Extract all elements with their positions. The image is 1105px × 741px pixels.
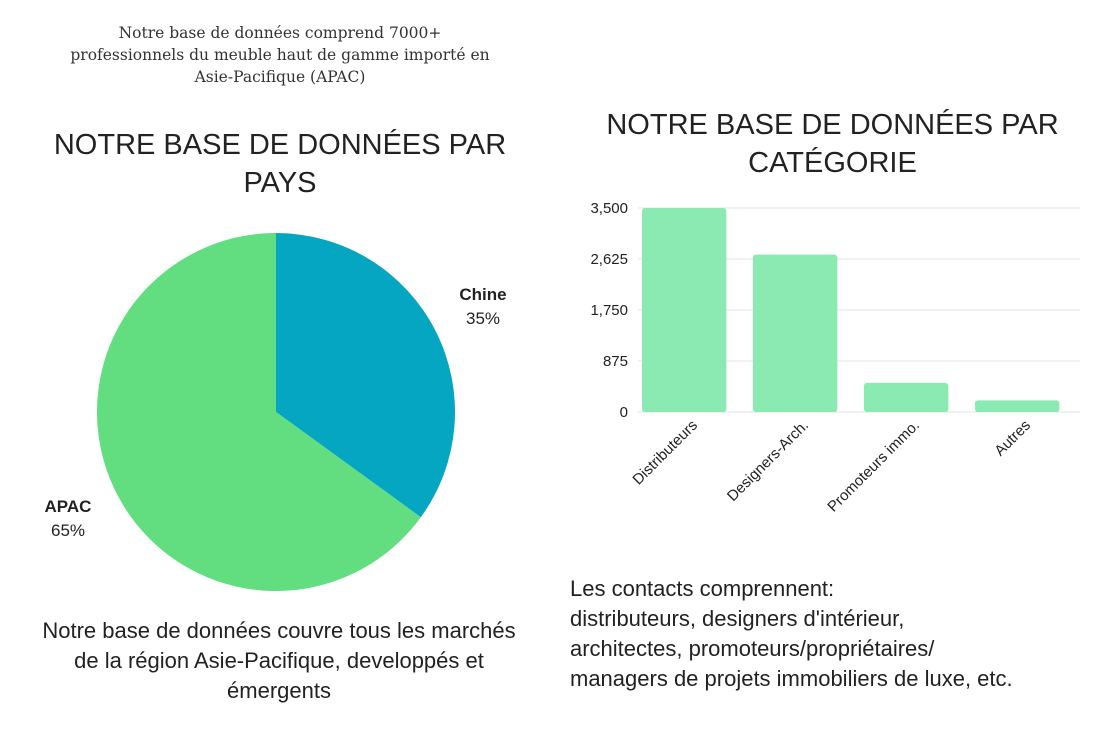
bar-note: Les contacts comprennent: distributeurs,…: [570, 574, 1100, 694]
bar-title-line: CATÉGORIE: [748, 147, 917, 179]
bar-promoteurs-immo-: [864, 382, 949, 412]
pie-value-apac: 65%: [51, 521, 85, 540]
bar-note-line: distributeurs, designers d'intérieur,: [570, 606, 905, 631]
pie-chart-title: NOTRE BASE DE DONNÉES PAR PAYS: [30, 126, 530, 202]
bar-note-line: architectes, promoteurs/propriétaires/: [570, 636, 935, 661]
header-line: professionnels du meuble haut de gamme i…: [70, 46, 490, 64]
y-tick-label: 3,500: [590, 200, 628, 217]
pie-title-line: NOTRE BASE DE DONNÉES PAR: [53, 129, 507, 161]
bar-note-line: Les contacts comprennent:: [570, 576, 835, 601]
header-line: Notre base de données comprend 7000+: [118, 24, 442, 42]
pie-note-line: émergents: [227, 678, 331, 703]
bar-chart-title: NOTRE BASE DE DONNÉES PAR CATÉGORIE: [575, 106, 1090, 182]
pie-slice-chine: [276, 233, 455, 518]
bar-chart: 0 875 1,750 2,625 3,500 Distributeurs Designer…: [590, 200, 1080, 516]
pie-note-line: de la région Asie-Pacifique, developpés …: [74, 648, 484, 673]
bar-autres: [975, 400, 1060, 412]
pie-label-apac: APAC: [45, 497, 92, 516]
pie-title-line: PAYS: [243, 167, 317, 199]
header-text: Notre base de données comprend 7000+ pro…: [30, 22, 530, 88]
bar-distributeurs: [642, 208, 727, 412]
bar-note-line: managers de projets immobiliers de luxe,…: [570, 666, 1013, 691]
pie-note: Notre base de données couvre tous les ma…: [5, 616, 553, 706]
header-line: Asie-Pacifique (APAC): [194, 68, 366, 86]
y-tick-label: 0: [620, 404, 628, 421]
pie-note-line: Notre base de données couvre tous les ma…: [42, 618, 516, 643]
pie-slice-apac: [96, 233, 421, 591]
x-tick-label: Autres: [991, 417, 1034, 460]
pie-label-chine: Chine: [459, 285, 506, 304]
x-tick-label: Distributeurs: [629, 417, 701, 489]
pie-value-chine: 35%: [466, 309, 500, 328]
pie-chart: Chine 35% APAC 65%: [45, 233, 507, 591]
y-tick-label: 875: [603, 353, 628, 370]
y-tick-label: 1,750: [590, 302, 628, 319]
x-tick-label: Promoteurs immo.: [824, 417, 923, 516]
bar-title-line: NOTRE BASE DE DONNÉES PAR: [606, 109, 1059, 141]
bar-designers-arch-: [753, 254, 838, 412]
x-tick-label: Designers-Arch.: [724, 417, 812, 505]
y-tick-label: 2,625: [590, 251, 628, 268]
